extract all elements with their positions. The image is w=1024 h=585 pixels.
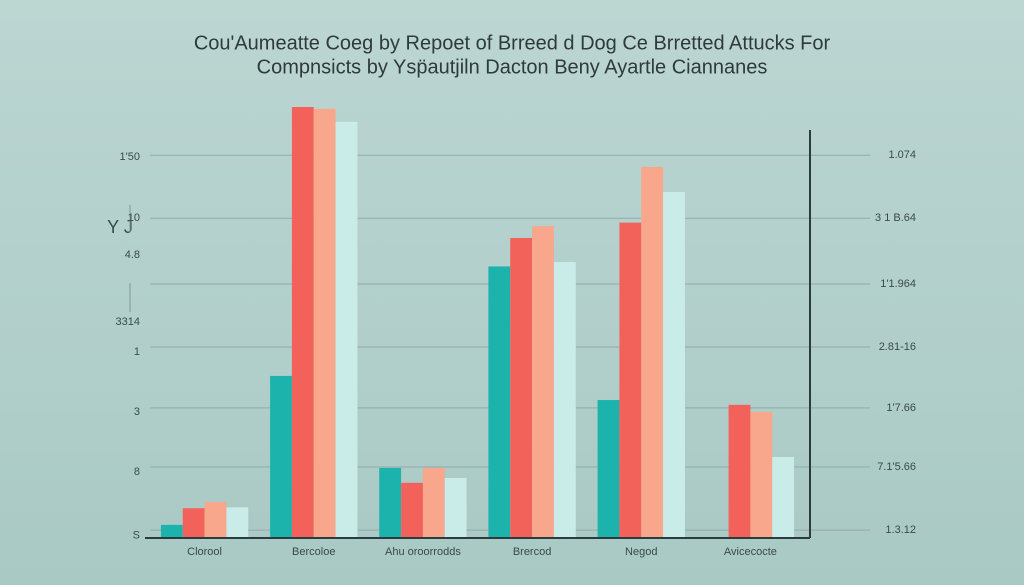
bar <box>772 456 795 538</box>
y-tick-label: 3 <box>134 406 140 418</box>
x-tick-label: Ahu oroorrodds <box>385 546 461 558</box>
bar <box>532 226 554 539</box>
bar <box>291 107 314 539</box>
y-tick-label: 4.8 <box>125 249 140 261</box>
y-axis-label: Y J <box>107 217 133 237</box>
bar <box>641 167 664 538</box>
bar <box>422 467 445 538</box>
x-tick-label: Brercod <box>513 546 552 558</box>
y2-tick-label: 3 1 B.64 <box>875 212 916 224</box>
y2-tick-label: 1.3.12 <box>885 524 916 536</box>
x-tick-label: Bercoloe <box>292 546 335 558</box>
x-tick-label: Avicecocte <box>724 546 777 558</box>
y2-tick-label: 1.074 <box>888 149 916 161</box>
y-tick-label: 1'50 <box>120 151 140 163</box>
y2-tick-label: 1'1.964 <box>880 278 916 290</box>
bar <box>226 507 249 538</box>
y2-tick-label: 2.81-16 <box>879 341 916 353</box>
bar <box>553 262 576 538</box>
y-tick-label: 1 <box>134 346 140 358</box>
bar <box>335 121 358 539</box>
y-tick-label: 8 <box>134 466 140 478</box>
bar <box>379 467 402 538</box>
y2-tick-label: 7.1'5.66 <box>877 461 916 473</box>
chart-subtitle: Compnsicts by Ysp̈autjiln Dacton Beny Ay… <box>257 56 768 78</box>
bar <box>597 400 620 538</box>
bar <box>204 502 227 538</box>
y-tick-label: S <box>133 530 140 542</box>
bar <box>313 108 336 538</box>
x-tick-label: Negod <box>625 546 657 558</box>
bar <box>663 191 685 539</box>
y-tick-label: 3314 <box>116 316 140 328</box>
chart-title: Cou'Aumeatte Coeg by Repoet of Brreed d … <box>194 32 831 54</box>
bar <box>182 508 205 538</box>
x-tick-label: Clorool <box>187 546 222 558</box>
bar <box>488 266 511 538</box>
bar <box>160 524 183 538</box>
bar <box>619 222 642 538</box>
bar <box>401 482 423 538</box>
bar <box>444 477 467 538</box>
bar <box>510 237 533 538</box>
y2-tick-label: 1'7.66 <box>886 402 916 414</box>
bar <box>750 411 773 538</box>
y-tick-label: 10 <box>128 212 140 224</box>
bar <box>270 375 292 538</box>
bar <box>728 404 751 538</box>
